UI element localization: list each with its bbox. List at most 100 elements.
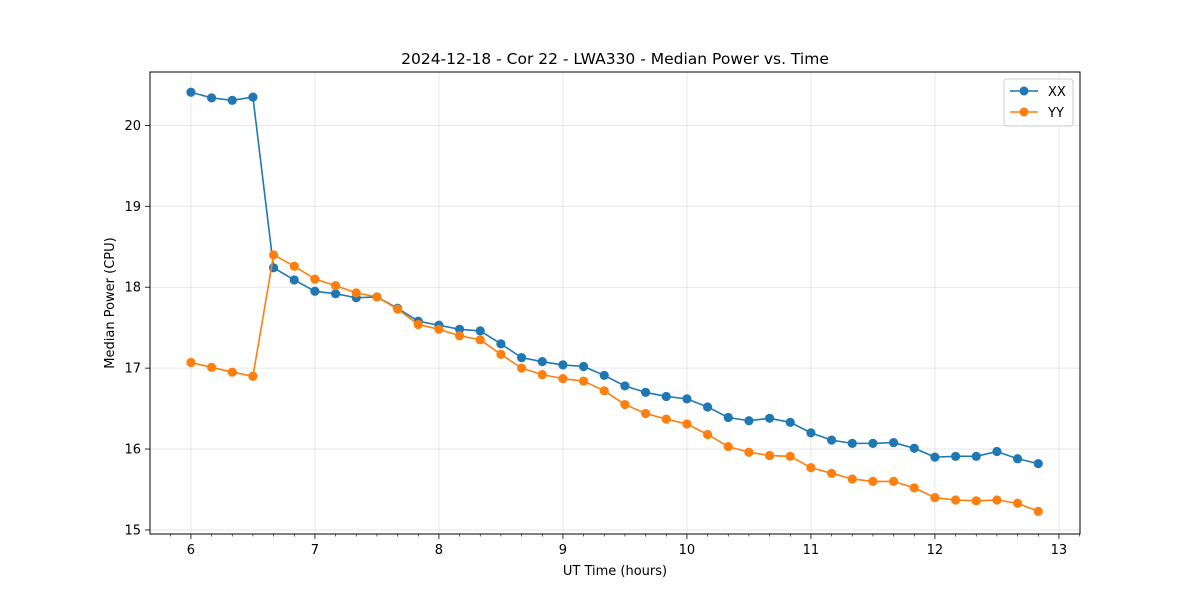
data-point-xx xyxy=(909,443,919,453)
data-point-xx xyxy=(620,381,630,391)
data-point-yy xyxy=(620,399,630,410)
data-point-yy xyxy=(289,261,299,271)
chart-title: 2024-12-18 - Cor 22 - LWA330 - Median Po… xyxy=(401,50,829,68)
data-point-xx xyxy=(289,275,299,285)
data-point-yy xyxy=(392,304,403,314)
data-point-yy xyxy=(558,374,568,384)
data-point-yy xyxy=(475,335,485,345)
data-point-yy xyxy=(413,319,423,330)
y-tick-label: 17 xyxy=(124,362,141,377)
data-point-xx xyxy=(475,326,485,336)
data-point-xx xyxy=(578,361,589,372)
data-point-yy xyxy=(227,367,237,377)
data-point-xx xyxy=(723,412,733,423)
data-point-xx xyxy=(971,451,981,461)
data-point-yy xyxy=(1012,498,1023,508)
legend: XX YY xyxy=(1003,78,1074,127)
data-point-xx xyxy=(785,417,795,427)
data-point-yy xyxy=(496,349,506,359)
x-tick-label: 13 xyxy=(1051,543,1068,558)
x-tick-label: 9 xyxy=(559,543,567,558)
y-tick-label: 18 xyxy=(124,281,141,296)
data-point-xx xyxy=(888,437,899,448)
data-point-yy xyxy=(806,463,816,473)
data-point-yy xyxy=(950,495,961,505)
data-point-yy xyxy=(454,331,465,341)
y-tick-label: 16 xyxy=(124,443,141,458)
y-tick-label: 19 xyxy=(124,200,141,215)
data-point-xx xyxy=(599,370,609,381)
data-point-xx xyxy=(806,428,816,438)
data-point-xx xyxy=(1012,454,1023,464)
data-point-yy xyxy=(599,386,609,396)
data-point-yy xyxy=(516,363,527,373)
data-point-xx xyxy=(868,438,878,448)
legend-label-xx: XX xyxy=(1048,85,1066,100)
data-point-xx xyxy=(1033,459,1043,469)
data-point-xx xyxy=(992,446,1002,457)
data-point-yy xyxy=(310,274,320,284)
data-point-yy xyxy=(847,474,857,484)
legend-marker-xx xyxy=(1019,86,1029,96)
data-point-yy xyxy=(537,370,547,380)
data-point-yy xyxy=(206,362,217,372)
data-point-yy xyxy=(330,281,341,291)
data-point-yy xyxy=(723,442,733,452)
x-tick-label: 12 xyxy=(927,543,944,558)
data-point-xx xyxy=(744,416,754,426)
data-point-yy xyxy=(744,447,754,457)
data-point-xx xyxy=(558,360,568,370)
legend-label-yy: YY xyxy=(1047,106,1064,121)
data-point-yy xyxy=(268,250,279,260)
data-point-xx xyxy=(826,435,837,445)
x-tick-label: 6 xyxy=(187,543,195,558)
data-point-yy xyxy=(682,419,692,429)
data-point-xx xyxy=(227,95,237,105)
x-tick-label: 8 xyxy=(435,543,443,558)
x-axis: 6 7 8 9 10 11 12 13 xyxy=(169,534,1080,558)
data-point-yy xyxy=(702,429,713,440)
data-point-xx xyxy=(930,452,940,462)
data-point-xx xyxy=(516,353,527,363)
grid xyxy=(150,72,1080,534)
plot-frame xyxy=(149,71,1081,535)
y-axis-label: Median Power (CPU) xyxy=(103,237,118,368)
data-point-xx xyxy=(310,286,320,296)
data-point-yy xyxy=(186,357,196,368)
y-tick-label: 15 xyxy=(124,523,141,538)
data-point-xx xyxy=(661,391,671,402)
data-point-xx xyxy=(950,451,961,461)
data-point-xx xyxy=(537,357,547,367)
data-point-yy xyxy=(351,288,361,298)
x-axis-label: UT Time (hours) xyxy=(563,564,667,579)
data-point-yy xyxy=(248,371,258,381)
data-point-xx xyxy=(330,289,341,299)
x-tick-label: 7 xyxy=(311,543,319,558)
y-axis: 15 16 17 18 19 20 xyxy=(124,119,150,538)
data-point-xx xyxy=(248,92,258,102)
data-point-xx xyxy=(764,413,775,423)
data-point-yy xyxy=(888,476,899,487)
data-point-yy xyxy=(640,408,651,419)
data-point-yy xyxy=(764,450,775,461)
data-point-xx xyxy=(682,394,692,404)
data-point-yy xyxy=(868,476,878,487)
data-point-yy xyxy=(372,292,382,302)
data-point-yy xyxy=(992,495,1002,505)
data-point-xx xyxy=(847,438,857,448)
legend-marker-yy xyxy=(1019,107,1029,117)
data-point-yy xyxy=(661,414,671,424)
data-point-yy xyxy=(930,492,940,503)
data-point-xx xyxy=(496,339,506,349)
data-point-yy xyxy=(826,468,837,478)
data-point-yy xyxy=(1033,506,1043,516)
x-tick-label: 11 xyxy=(803,543,820,558)
data-point-yy xyxy=(909,483,919,493)
data-point-yy xyxy=(971,496,981,506)
data-point-yy xyxy=(785,451,795,461)
x-tick-label: 10 xyxy=(679,543,696,558)
series-group xyxy=(186,87,1043,516)
data-point-xx xyxy=(206,93,217,103)
data-point-yy xyxy=(434,324,444,334)
